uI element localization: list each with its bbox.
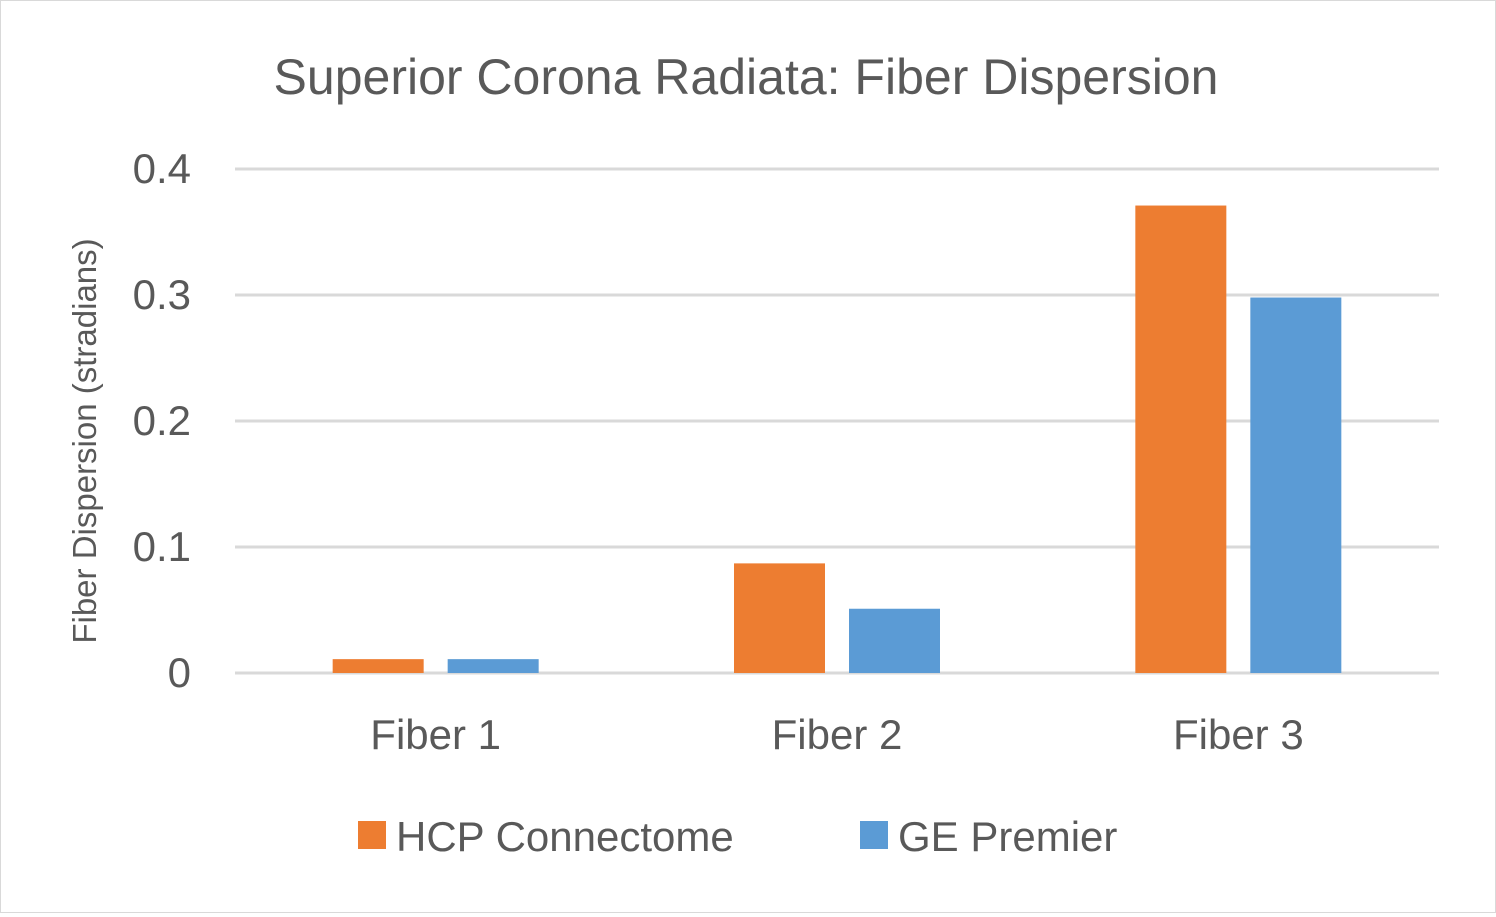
x-tick-label: Fiber 2 — [772, 711, 903, 758]
y-tick-label: 0.2 — [133, 397, 191, 444]
legend: HCP Connectome GE Premier — [358, 813, 1117, 860]
x-axis-ticks: Fiber 1 Fiber 2 Fiber 3 — [370, 711, 1303, 758]
y-axis-label: Fiber Dispersion (stradians) — [66, 238, 103, 643]
y-tick-label: 0.1 — [133, 523, 191, 570]
x-tick-label: Fiber 3 — [1173, 711, 1304, 758]
x-tick-label: Fiber 1 — [370, 711, 501, 758]
bar-hcp-connectome-fiber-3 — [1135, 205, 1227, 674]
gridlines — [235, 167, 1439, 675]
bar-ge-premier-fiber-2 — [849, 608, 940, 673]
bar-ge-premier-fiber-1 — [447, 659, 539, 673]
y-tick-label: 0.4 — [133, 145, 191, 192]
bar-hcp-connectome-fiber-1 — [332, 659, 424, 673]
bar-hcp-connectome-fiber-2 — [734, 563, 825, 673]
y-tick-label: 0.3 — [133, 271, 191, 318]
legend-swatch — [860, 821, 888, 849]
bar-ge-premier-fiber-3 — [1250, 297, 1342, 673]
legend-label: HCP Connectome — [396, 813, 734, 860]
legend-swatch — [358, 821, 386, 849]
y-tick-label: 0 — [168, 649, 191, 696]
bars — [332, 205, 1342, 674]
y-axis-ticks: 0 0.1 0.2 0.3 0.4 — [133, 145, 191, 696]
legend-label: GE Premier — [898, 813, 1117, 860]
chart-title: Superior Corona Radiata: Fiber Dispersio… — [274, 49, 1219, 105]
